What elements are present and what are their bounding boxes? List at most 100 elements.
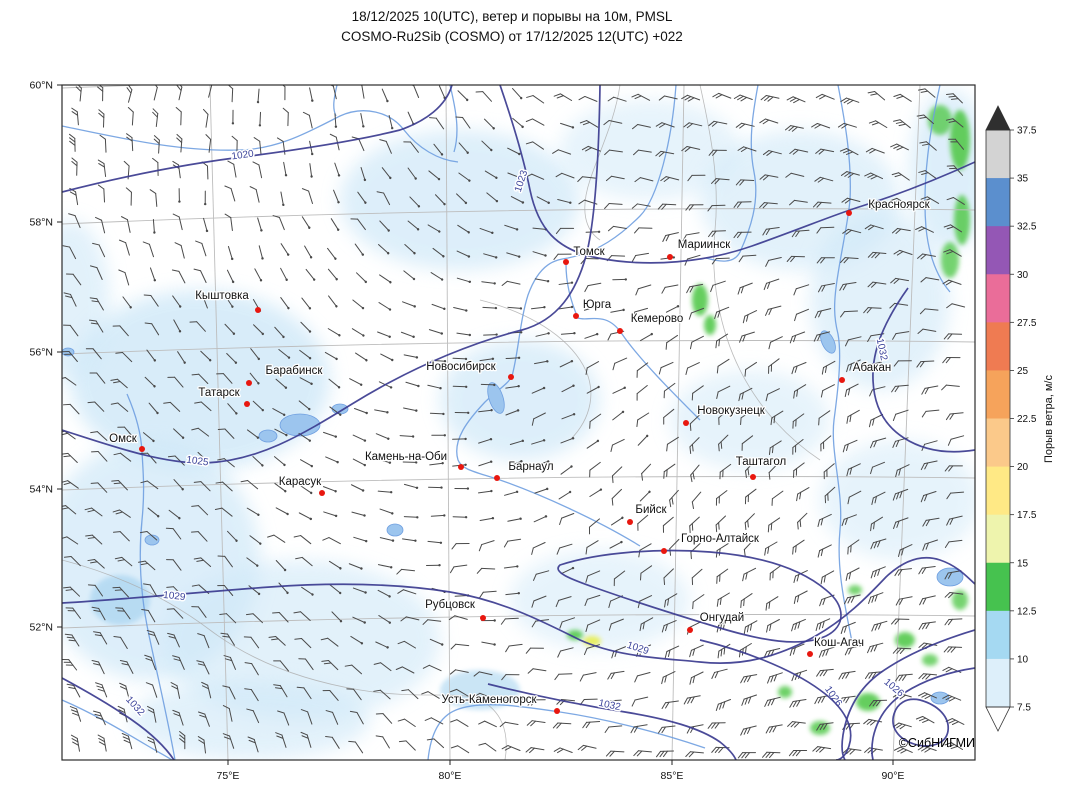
wind-barb (89, 372, 106, 384)
wind-barb (607, 96, 627, 102)
wind-barb (349, 378, 363, 386)
wind-barb (422, 664, 442, 672)
wind-barb (816, 722, 834, 731)
wind-barb (793, 384, 807, 399)
wind-barb (718, 434, 729, 452)
wind-barb (122, 296, 132, 309)
city-label: Усть-Каменогорск (441, 694, 537, 706)
wind-barb (637, 514, 649, 531)
wind-barb (376, 458, 392, 464)
wind-barb (478, 489, 493, 494)
wind-barb (148, 402, 159, 415)
wind-barb (355, 352, 368, 362)
city-label: Татарск (198, 387, 240, 399)
wind-barb (377, 331, 391, 338)
wind-barb (350, 484, 365, 492)
wind-barb (561, 413, 576, 420)
wind-barb (691, 568, 703, 586)
wind-barb (62, 324, 79, 337)
wind-barb (90, 431, 108, 441)
wind-barb (717, 643, 731, 659)
wind-barb (578, 95, 598, 102)
wind-barb (409, 196, 421, 208)
river-line (427, 704, 706, 760)
wind-barb (299, 485, 313, 495)
wind-barb (328, 378, 341, 389)
wind-barb (146, 736, 158, 753)
wind-barb (424, 717, 444, 725)
wind-barb (605, 750, 625, 757)
precip-blob (820, 440, 975, 560)
wind-barb (944, 465, 963, 472)
wind-barb (944, 592, 964, 599)
wind-barb (611, 466, 623, 484)
wind-barb (560, 437, 575, 444)
wind-barb (429, 638, 444, 646)
wind-barb (452, 385, 468, 388)
wind-barb (62, 658, 78, 671)
wind-barb (847, 490, 862, 505)
wind-barb (555, 227, 575, 235)
wind-barb (272, 408, 286, 416)
wind-barb (85, 534, 103, 545)
precip-blob (848, 585, 862, 595)
wind-barb (140, 480, 159, 490)
wind-barb (525, 118, 545, 126)
wind-barb (535, 460, 550, 466)
city-label: Мариинск (678, 239, 731, 251)
wind-barb (661, 284, 679, 294)
wind-barb (296, 686, 312, 700)
wind-barb (710, 280, 726, 293)
wind-barb (865, 361, 883, 372)
wind-barb (681, 94, 701, 102)
wind-barb (279, 85, 286, 101)
precip-blob (160, 560, 440, 720)
wind-barb (197, 633, 210, 649)
wind-barb (407, 111, 415, 126)
wind-barb (352, 587, 367, 594)
wind-barb (766, 619, 780, 633)
copyright-label: ©СибНИГМИ (898, 736, 975, 750)
wind-barb (943, 249, 962, 257)
wind-barb (191, 531, 208, 542)
wind-barb (789, 643, 805, 656)
wind-barb (733, 231, 752, 239)
wind-barb (110, 402, 129, 412)
wind-barb (558, 490, 572, 500)
precip-blob (340, 130, 580, 270)
wind-barb (585, 361, 600, 375)
wind-barb (328, 295, 338, 308)
wind-barb (115, 351, 133, 363)
wind-barb (191, 373, 209, 384)
wind-barb (455, 116, 471, 129)
wind-barb (127, 106, 134, 126)
wind-barb (657, 725, 676, 734)
wind-barb (892, 488, 909, 501)
wind-barb (738, 254, 757, 263)
wind-barb (716, 592, 730, 607)
wind-barb (258, 245, 264, 260)
lake (930, 691, 950, 705)
isobar-line (487, 683, 737, 760)
wind-barb (690, 464, 700, 483)
wind-barb (91, 659, 105, 675)
wind-barb (298, 400, 311, 411)
precip-blob (856, 693, 880, 711)
wind-barb (227, 530, 238, 542)
wind-barb (531, 439, 546, 445)
wind-barb (377, 564, 393, 569)
wind-barb (812, 201, 832, 208)
wind-barb (791, 618, 806, 632)
city-dot (617, 328, 623, 334)
figure-title: 18/12/2025 10(UTC), ветер и порывы на 10… (0, 7, 1024, 47)
wind-barb (172, 160, 181, 179)
wind-barb (97, 184, 105, 203)
wind-barb (864, 671, 883, 680)
title-line-1: 18/12/2025 10(UTC), ветер и порывы на 10… (351, 9, 673, 24)
wind-barb (403, 483, 419, 489)
wind-barb (612, 386, 626, 394)
wind-barb (708, 120, 728, 127)
wind-barb (942, 357, 961, 364)
wind-barb (583, 305, 599, 311)
wind-barb (280, 243, 290, 256)
